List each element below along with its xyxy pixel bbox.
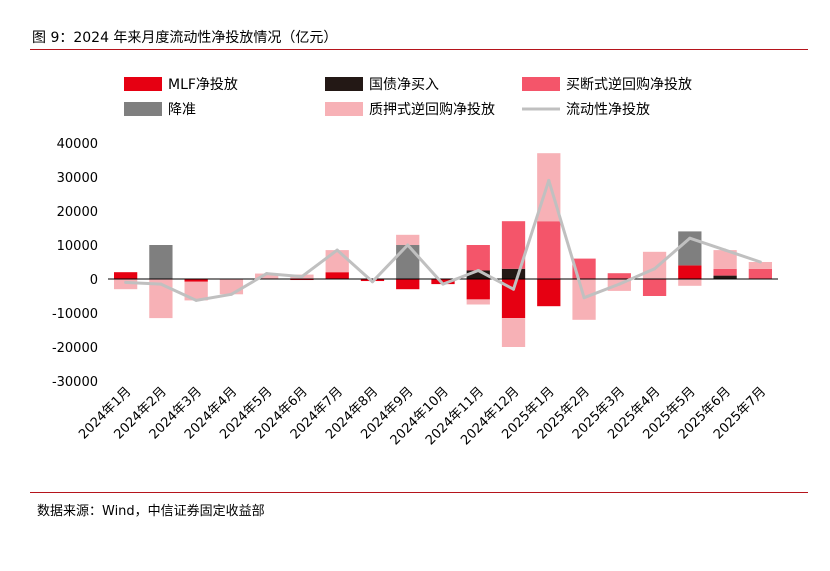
bar-pledged [713,250,737,269]
bar-outright [607,273,631,279]
legend-swatch-outright [522,77,560,91]
y-tick-label: 30000 [57,171,98,186]
point-net-liquidity [758,260,762,264]
bar-mlf [325,272,349,279]
bar-pledged [184,281,208,301]
bar-outright [748,268,773,279]
bar-treasury [466,270,490,279]
legend-label-rrr: 降准 [168,102,196,118]
y-tick-label: -20000 [52,341,98,356]
legend-label-mlf: MLF净投放 [168,77,238,93]
y-tick-label: -10000 [52,307,98,322]
bar-mlf [466,279,490,300]
point-net-liquidity [441,282,445,286]
legend-label-treasury: 国债净买入 [369,77,439,93]
y-tick-label: -30000 [52,375,98,390]
bar-outright [537,221,561,279]
point-net-liquidity [688,236,692,240]
bar-pledged [466,299,490,305]
bar-pledged [572,279,596,320]
legend-label-net: 流动性净投放 [566,102,650,118]
bar-mlf [431,279,455,285]
y-tick-label: 0 [90,273,98,288]
bar-rrr [396,245,420,279]
legend-swatch-rrr [124,102,162,116]
bar-outright [642,279,667,296]
point-net-liquidity [617,282,621,286]
bar-outright [501,221,526,269]
point-net-liquidity [653,267,657,271]
point-net-liquidity [159,282,163,286]
point-net-liquidity [335,248,339,252]
bar-pledged [255,273,279,279]
legend-swatch-pledged [325,102,363,116]
point-net-liquidity [229,292,233,296]
point-net-liquidity [370,280,374,284]
legend-swatch-treasury [325,77,363,91]
bar-pledged [501,318,526,347]
bar-mlf [290,279,314,281]
y-tick-label: 10000 [57,239,98,254]
y-axis: 40000 30000 20000 10000 0 -10000 -20000 -30000 [52,137,98,390]
bar-pledged [642,251,667,279]
bar-treasury [713,275,737,279]
y-tick-label: 20000 [57,205,98,220]
bar-mlf [113,272,138,279]
bar-mlf [501,279,526,319]
bar-pledged [678,279,702,286]
legend-swatch-mlf [124,77,162,91]
bar-mlf [396,279,420,290]
bar-pledged [748,262,773,269]
bar-pledged [325,250,349,273]
bar-pledged [113,279,138,290]
top-rule [30,49,808,50]
bar-pledged [396,234,420,245]
point-net-liquidity [582,296,586,300]
point-net-liquidity [300,275,304,279]
legend-label-pledged: 质押式逆回购净投放 [369,102,495,118]
point-net-liquidity [512,287,516,291]
bar-pledged [149,279,173,319]
bar-rrr [678,231,702,266]
point-net-liquidity [547,178,551,182]
bottom-rule [30,492,808,493]
legend-label-outright: 买断式逆回购净投放 [566,77,692,93]
bar-pledged [219,279,244,295]
bar-mlf [678,265,702,279]
bar-outright [713,268,737,276]
bar-outright [466,245,490,271]
y-tick-label: 40000 [57,137,98,152]
bar-mlf [184,279,208,282]
point-net-liquidity [723,248,727,252]
point-net-liquidity [265,272,269,276]
source-note: 数据来源：Wind，中信证券固定收益部 [37,504,265,519]
point-net-liquidity [406,243,410,247]
bar-mlf [537,279,561,307]
point-net-liquidity [476,269,480,272]
line-layer [124,178,762,302]
bar-rrr [149,245,173,279]
point-net-liquidity [124,280,128,284]
x-axis: 2024年1月2024年2月2024年3月2024年4月2024年5月2024年… [76,384,769,448]
chart-title: 图 9：2024 年来月度流动性净投放情况（亿元） [32,30,338,46]
bar-treasury [501,268,526,279]
point-net-liquidity [194,298,198,302]
